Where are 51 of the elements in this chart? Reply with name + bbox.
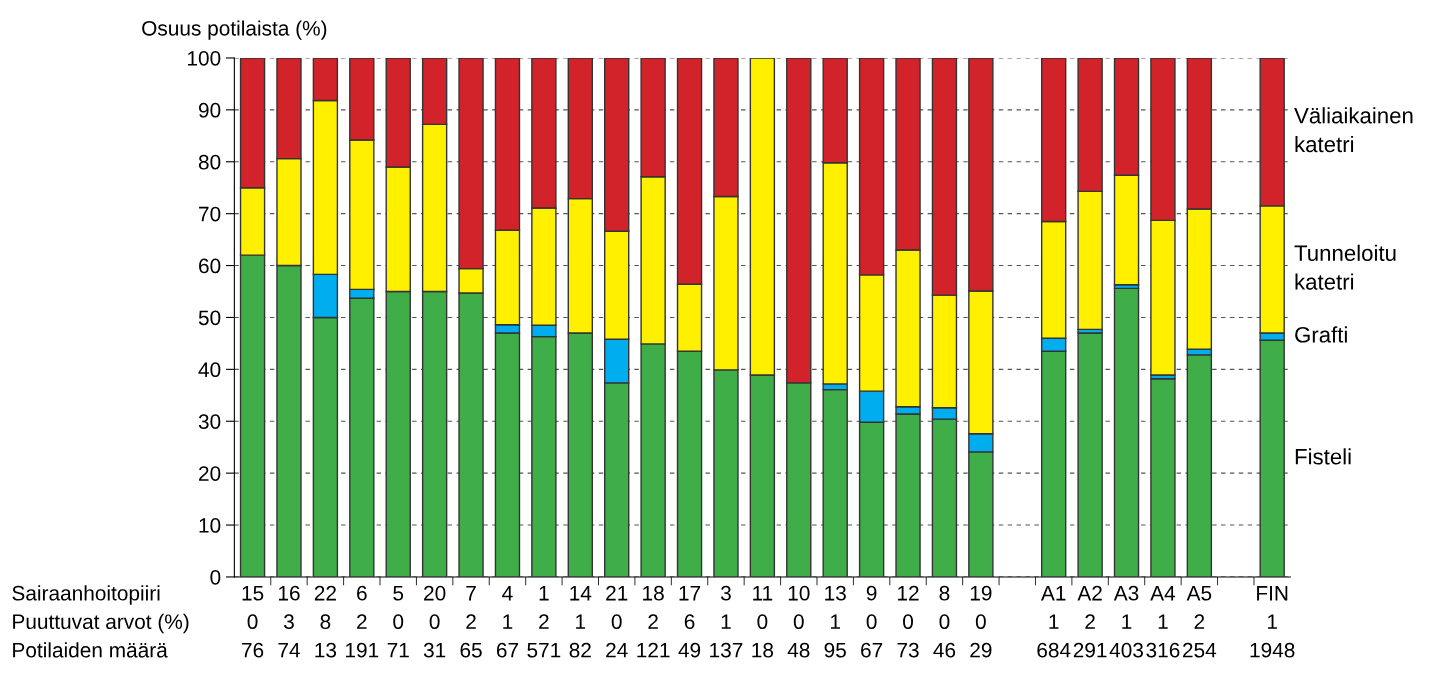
x-tick-label: A1 1 684 xyxy=(1037,586,1071,658)
x-tick-label: 10 0 48 xyxy=(787,585,810,658)
series-label: Väliaikainen katetri xyxy=(1294,107,1413,153)
bar xyxy=(1113,287,1140,577)
x-tick-label: 12 0 73 xyxy=(897,585,919,658)
series-label: Grafti xyxy=(1295,326,1347,343)
x-tick-label: 22 8 13 xyxy=(314,585,337,658)
y-tick-label: 70 xyxy=(199,206,221,222)
bar xyxy=(1150,377,1176,577)
bar xyxy=(822,388,848,577)
x-tick-label: 14 1 82 xyxy=(569,586,592,658)
text: Puuttuvat arvot (%) xyxy=(13,613,189,634)
x-tick-label: 4 1 67 xyxy=(496,586,519,658)
x-tick-label: 3 1 137 xyxy=(710,585,743,658)
y-tick-label: 90 xyxy=(198,102,221,118)
y-tick-label: 0 xyxy=(210,569,221,585)
series-label: Tunneloitu katetri xyxy=(1294,244,1396,290)
x-tick-label: 20 0 31 xyxy=(423,585,446,658)
x-tick-label: 15 0 76 xyxy=(242,586,264,658)
x-tick-label: FIN 1 1948 xyxy=(1250,586,1295,658)
y-tick-label: 60 xyxy=(199,258,221,274)
x-tick-label: A3 1 403 xyxy=(1109,585,1143,658)
text: Potilaiden määrä xyxy=(13,642,168,658)
text: Sairaanhoitopiiri xyxy=(12,585,160,605)
bar xyxy=(1186,354,1213,577)
x-tick-label: A2 2 291 xyxy=(1073,585,1107,658)
y-tick-label: 40 xyxy=(198,362,221,378)
bar xyxy=(1077,332,1103,577)
x-tick-label: A5 2 254 xyxy=(1183,586,1217,658)
x-tick-label: 18 2 121 xyxy=(637,585,670,658)
y-axis-title: Osuus potilaista (%) xyxy=(142,20,327,40)
x-tick-label: 6 2 191 xyxy=(346,585,379,658)
y-tick-label: 10 xyxy=(199,518,221,533)
x-tick-label: A4 1 316 xyxy=(1146,586,1180,658)
x-tick-label: 13 1 95 xyxy=(824,585,846,658)
y-tick-label: 20 xyxy=(199,466,221,481)
y-tick-label: 80 xyxy=(198,154,221,170)
x-tick-label: 11 0 18 xyxy=(752,586,774,658)
series-label: Fisteli xyxy=(1295,448,1351,465)
y-tick-label: 50 xyxy=(198,310,221,326)
x-tick-label: 16 3 74 xyxy=(278,585,300,658)
x-tick-label: 19 0 29 xyxy=(970,585,992,658)
x-tick-label: 17 6 49 xyxy=(678,586,701,658)
x-tick-label: 1 2 571 xyxy=(527,586,561,658)
y-tick-label: 100 xyxy=(187,50,221,66)
x-tick-label: 21 0 24 xyxy=(606,585,628,658)
x-tick-label: 8 0 46 xyxy=(933,585,956,658)
x-tick-label: 9 0 67 xyxy=(861,585,883,658)
x-tick-label: 7 2 65 xyxy=(460,586,482,658)
x-tick-label: 5 0 71 xyxy=(387,586,409,658)
y-tick-label: 30 xyxy=(198,414,221,429)
